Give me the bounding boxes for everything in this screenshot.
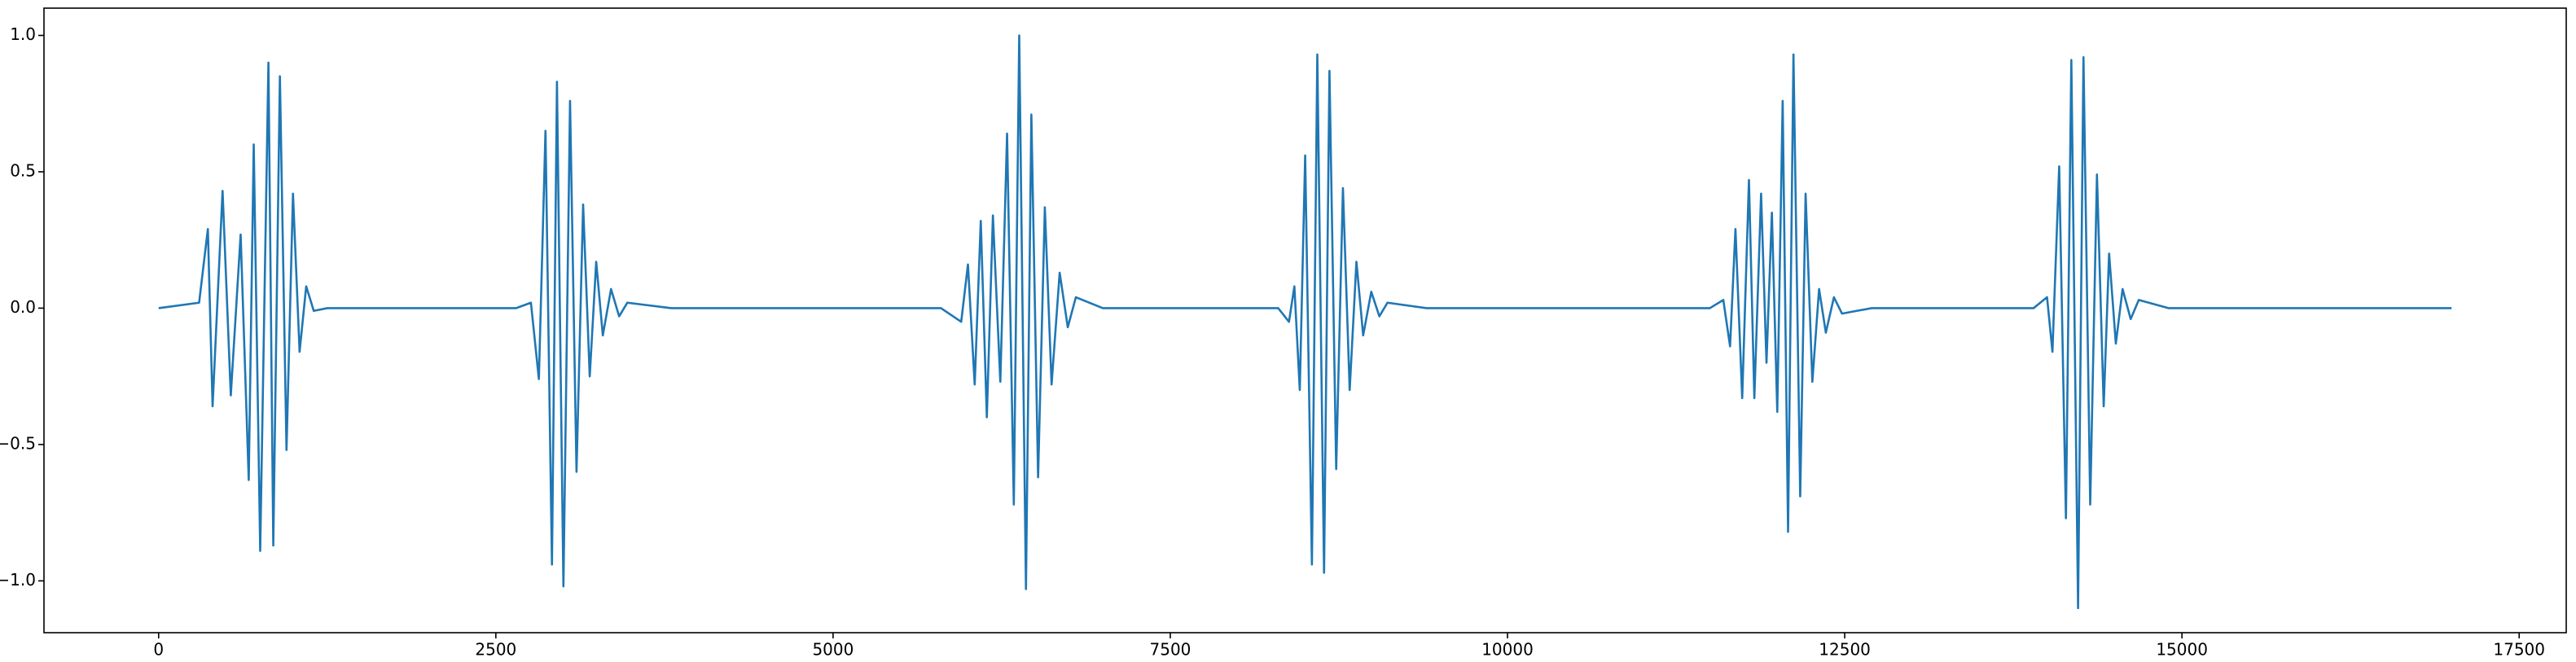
y-tick-label: 0.0 xyxy=(10,297,36,317)
x-tick-label: 7500 xyxy=(1150,640,1191,660)
line xyxy=(158,34,2452,610)
axes-frame xyxy=(43,7,2567,634)
x-tick-label: 10000 xyxy=(1481,640,1534,660)
x-tick-label: 2500 xyxy=(475,640,516,660)
x-tick-label: 0 xyxy=(153,640,164,660)
y-tick-label: −0.5 xyxy=(0,433,36,453)
x-tick-label: 15000 xyxy=(2156,640,2208,660)
y-tick-label: 1.0 xyxy=(10,24,36,44)
x-tick-label: 5000 xyxy=(812,640,854,660)
y-tick-label: −1.0 xyxy=(0,570,36,590)
y-tick-label: 0.5 xyxy=(10,160,36,180)
x-tick-label: 17500 xyxy=(2493,640,2545,660)
x-tick-label: 12500 xyxy=(1819,640,1871,660)
